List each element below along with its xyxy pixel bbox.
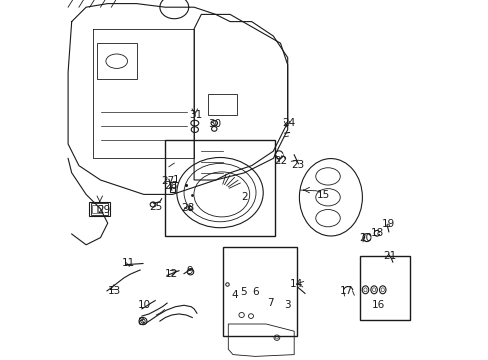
Text: 20: 20 [359, 233, 372, 243]
Bar [97, 43, 136, 79]
Text: 12: 12 [165, 269, 178, 279]
Text: 24: 24 [281, 118, 294, 128]
Text: 7: 7 [266, 298, 273, 308]
Text: 22: 22 [273, 156, 286, 166]
Text: 2: 2 [241, 192, 247, 202]
Text: 13: 13 [108, 286, 122, 296]
Text: 6: 6 [251, 287, 258, 297]
Text: 18: 18 [370, 228, 384, 238]
Text: 5: 5 [240, 287, 246, 297]
Text: 16: 16 [371, 300, 384, 310]
Text: 30: 30 [208, 119, 221, 129]
Bar [91, 203, 108, 215]
Text: 21: 21 [383, 251, 396, 261]
Text: 3: 3 [284, 300, 290, 310]
Text: 29: 29 [97, 204, 110, 215]
Text: 17: 17 [339, 286, 352, 296]
Text: 14: 14 [289, 279, 303, 289]
Bar [98, 205, 102, 213]
Bar [208, 94, 237, 115]
Text: 25: 25 [149, 202, 163, 212]
Bar [169, 182, 174, 192]
Text: 19: 19 [381, 219, 394, 229]
Text: 23: 23 [290, 160, 304, 170]
Text: 15: 15 [316, 190, 329, 200]
Text: 4: 4 [231, 290, 237, 300]
Text: 26: 26 [164, 181, 177, 192]
Text: 28: 28 [181, 203, 194, 213]
Text: 31: 31 [189, 110, 202, 120]
Bar [223, 247, 296, 336]
Bar [359, 256, 409, 320]
Text: 9: 9 [186, 266, 193, 276]
Text: 10: 10 [138, 300, 151, 310]
Bar [89, 202, 110, 216]
Bar [165, 140, 275, 236]
Text: 1: 1 [172, 175, 179, 185]
Text: 11: 11 [122, 258, 135, 268]
Text: 8: 8 [137, 317, 143, 327]
Bar [92, 205, 96, 213]
Text: 27: 27 [161, 176, 174, 186]
